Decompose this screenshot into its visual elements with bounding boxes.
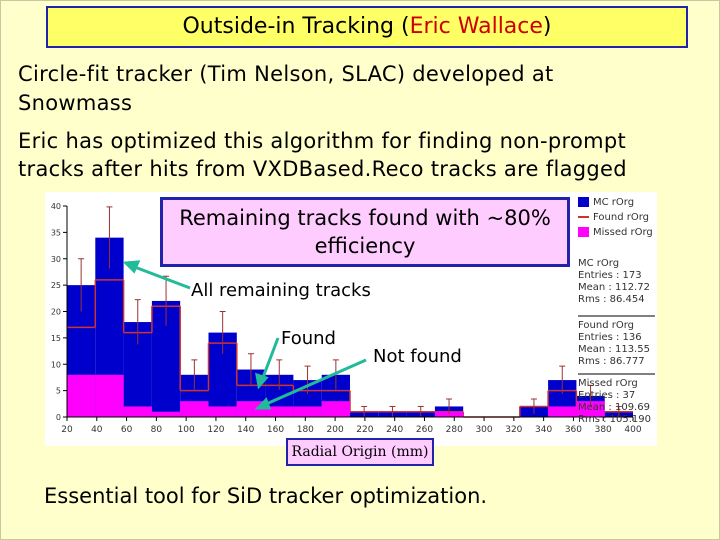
bar-missed-rorg (548, 406, 577, 417)
legend: MC rOrg Found rOrg Missed rOrg (578, 197, 653, 242)
legend-entry: Missed rOrg (578, 227, 653, 239)
bullet-line: Eric has optimized this algorithm for fi… (18, 129, 627, 153)
x-tick-label: 220 (356, 425, 373, 435)
x-tick-label: 120 (207, 425, 224, 435)
bar-missed-rorg (208, 406, 237, 417)
x-tick-label: 140 (237, 425, 254, 435)
slide-title: Outside-in Tracking (Eric Wallace) (46, 6, 688, 48)
bullet-line: tracks after hits from VXDBased.Reco tra… (18, 157, 627, 181)
bar-missed-rorg (123, 406, 152, 417)
legend-swatch (578, 216, 589, 218)
x-tick-label: 260 (416, 425, 433, 435)
x-tick-label: 200 (327, 425, 344, 435)
stats-entries: Entries : 173 (578, 270, 642, 281)
stats-rms: Rms : 105.190 (578, 414, 651, 425)
x-tick-label: 180 (297, 425, 314, 435)
stats-missed: Missed rOrg Entries : 37 Mean : 109.69 Rms … (578, 378, 651, 426)
bar-missed-rorg (151, 411, 181, 417)
y-tick-label: 25 (51, 281, 61, 290)
x-tick-label: 80 (151, 425, 163, 435)
x-tick-label: 240 (386, 425, 403, 435)
x-axis-label: Radial Origin (mm) (286, 438, 434, 466)
bar-missed-rorg (293, 406, 322, 417)
legend-label: Found rOrg (593, 212, 649, 223)
y-tick-label: 10 (51, 360, 61, 369)
bullet-line: Snowmass (18, 91, 133, 115)
stats-mean: Mean : 109.69 (578, 402, 650, 413)
stats-title: Found rOrg (578, 320, 634, 331)
stats-entries: Entries : 136 (578, 332, 642, 343)
x-tick-label: 320 (505, 425, 522, 435)
stats-mean: Mean : 112.72 (578, 282, 650, 293)
bar-missed-rorg (321, 401, 350, 417)
bar-missed-rorg (576, 401, 605, 417)
y-tick-label: 5 (56, 387, 61, 396)
y-tick-label: 35 (51, 228, 61, 237)
x-tick-label: 60 (121, 425, 133, 435)
x-tick-label: 160 (267, 425, 284, 435)
legend-label: Missed rOrg (593, 227, 653, 238)
callout-line: Remaining tracks found with ~80% (179, 206, 551, 230)
x-tick-label: 100 (178, 425, 195, 435)
title-author: Eric Wallace (409, 14, 543, 39)
stats-title: MC rOrg (578, 258, 620, 269)
annotation-not-found: Not found (373, 346, 462, 367)
stats-title: Missed rOrg (578, 378, 638, 389)
legend-entry: MC rOrg (578, 197, 653, 209)
bar-missed-rorg (67, 374, 96, 417)
stats-rms: Rms : 86.777 (578, 356, 645, 367)
y-tick-label: 40 (51, 202, 61, 211)
x-tick-label: 400 (624, 425, 641, 435)
x-tick-label: 20 (61, 425, 73, 435)
legend-swatch (578, 197, 589, 207)
callout-line: efficiency (314, 234, 416, 258)
y-tick-label: 20 (51, 308, 61, 317)
y-tick-label: 0 (56, 413, 61, 422)
bar-missed-rorg (434, 411, 464, 417)
annotation-found: Found (281, 328, 336, 349)
stats-mean: Mean : 113.55 (578, 344, 650, 355)
annotation-all: All remaining tracks (191, 280, 371, 301)
bullet-line: Circle-fit tracker (Tim Nelson, SLAC) de… (18, 62, 554, 86)
y-tick-label: 15 (51, 334, 61, 343)
title-text: Outside-in Tracking ( (182, 14, 410, 39)
footer-text: Essential tool for SiD tracker optimizat… (44, 484, 488, 508)
legend-entry: Found rOrg (578, 212, 653, 224)
stats-found: Found rOrg Entries : 136 Mean : 113.55 Rms … (578, 320, 650, 368)
legend-swatch (578, 227, 589, 237)
stats-entries: Entries : 37 (578, 390, 636, 401)
x-tick-label: 340 (535, 425, 552, 435)
stats-mc: MC rOrg Entries : 173 Mean : 112.72 Rms : 8… (578, 258, 650, 306)
x-tick-label: 380 (595, 425, 612, 435)
bar-missed-rorg (236, 401, 266, 417)
stats-rms: Rms : 86.454 (578, 294, 645, 305)
x-tick-label: 40 (91, 425, 103, 435)
bar-missed-rorg (265, 406, 294, 417)
bar-missed-rorg (180, 401, 209, 417)
y-tick-label: 30 (51, 255, 61, 264)
legend-label: MC rOrg (593, 197, 635, 208)
x-tick-label: 300 (475, 425, 492, 435)
bar-missed-rorg (95, 374, 124, 417)
title-suffix: ) (542, 14, 552, 39)
x-tick-label: 280 (446, 425, 463, 435)
efficiency-callout: Remaining tracks found with ~80% efficien… (160, 197, 570, 267)
x-tick-label: 360 (565, 425, 582, 435)
